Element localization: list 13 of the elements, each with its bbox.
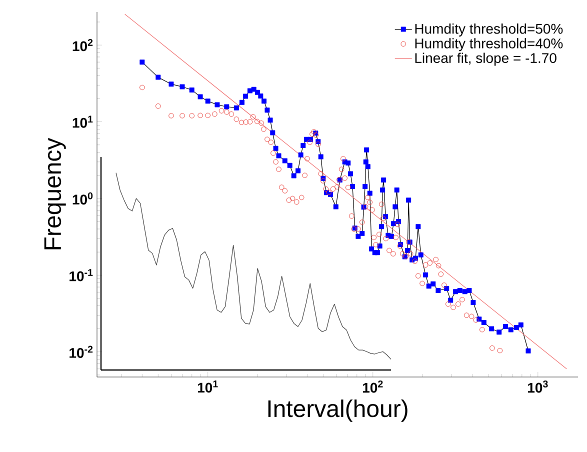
y-tick-label: 10$^{0}$ <box>72 192 93 205</box>
x-tick-label: 10$^{3}$ <box>528 380 548 393</box>
x-axis-title: Interval(hour) <box>268 400 408 422</box>
y-axis-title: Frequency <box>44 138 66 250</box>
x-tick-label: 10$^{2}$ <box>362 380 383 393</box>
y-tick-label: 10$^{-1}$ <box>70 269 93 282</box>
y-tick-label: 10$^{1}$ <box>72 116 93 128</box>
legend-label: Linear fit, slope = -1.70 <box>415 52 556 66</box>
legend-label: Humdity threshold=50% <box>415 23 563 37</box>
y-tick-label: 10$^{-2}$ <box>70 346 93 358</box>
legend-label: Humdity threshold=40% <box>415 38 563 52</box>
x-tick-label: 10$^{1}$ <box>198 380 218 393</box>
y-tick-label: 10$^{2}$ <box>72 38 93 52</box>
